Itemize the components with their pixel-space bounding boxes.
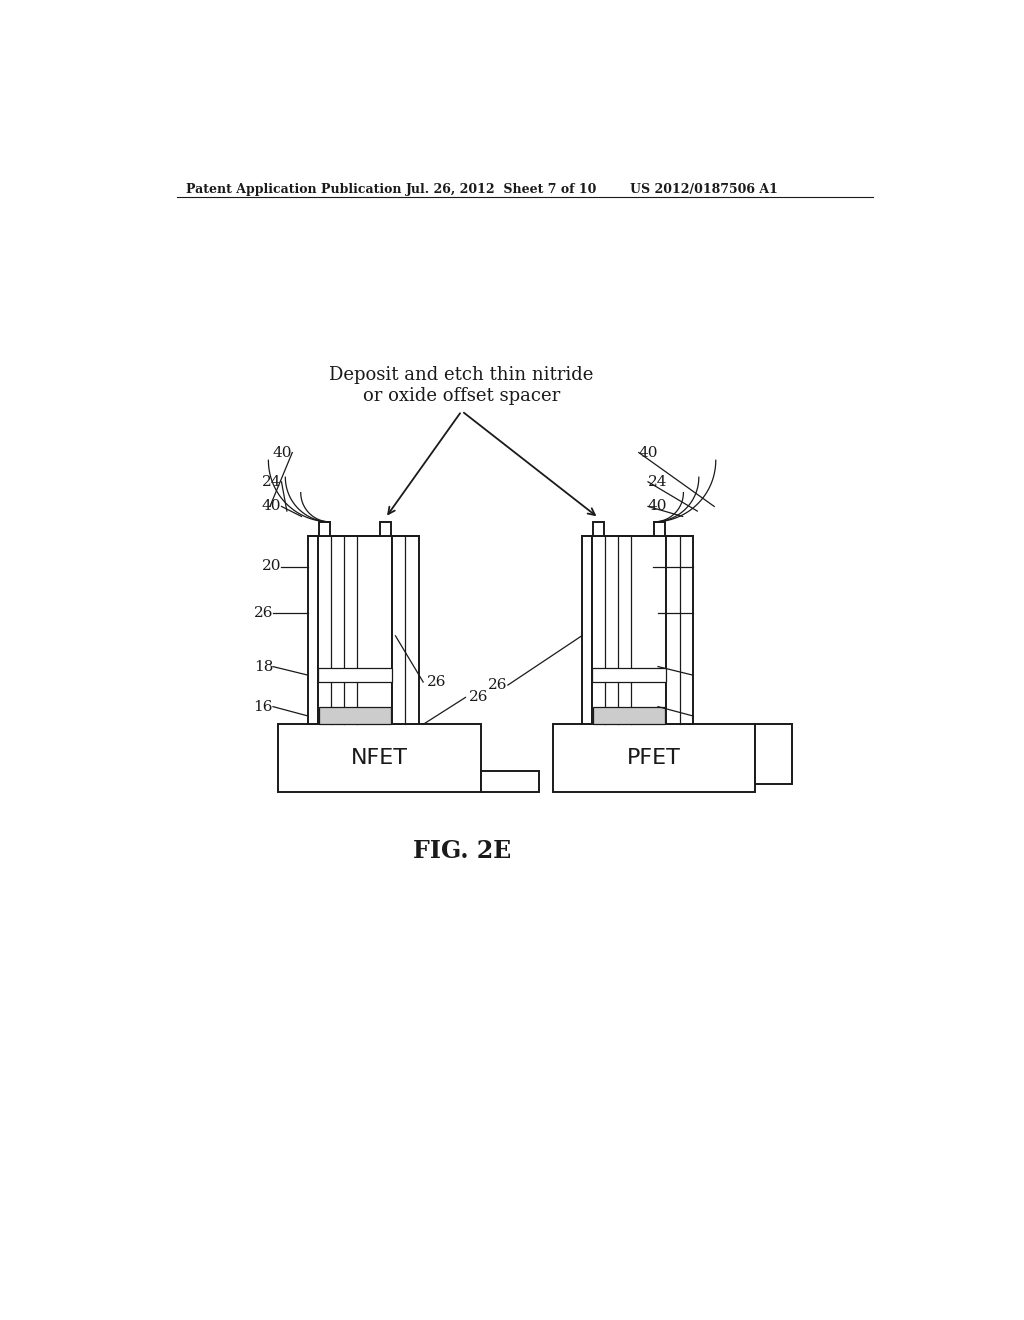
Text: 20: 20 <box>652 560 672 573</box>
Bar <box>319 521 330 536</box>
Bar <box>593 708 665 725</box>
Text: 26: 26 <box>658 606 678 619</box>
Bar <box>307 536 317 725</box>
Bar <box>582 536 592 725</box>
Text: PFET: PFET <box>627 748 681 768</box>
Text: 24: 24 <box>262 475 282 488</box>
Bar <box>481 771 539 792</box>
Bar <box>553 725 755 792</box>
Text: 16: 16 <box>254 700 273 714</box>
Text: 40: 40 <box>272 446 292 459</box>
Text: 20: 20 <box>262 560 282 573</box>
Bar <box>654 521 665 536</box>
Bar <box>592 668 667 682</box>
Text: 40: 40 <box>639 446 658 459</box>
Bar <box>319 708 391 725</box>
Text: Deposit and etch thin nitride
or oxide offset spacer: Deposit and etch thin nitride or oxide o… <box>330 366 594 405</box>
Bar <box>667 536 692 725</box>
Text: 18: 18 <box>658 660 678 673</box>
Text: FIG. 2E: FIG. 2E <box>413 840 511 863</box>
Text: 26: 26 <box>427 675 446 689</box>
Bar <box>392 536 419 725</box>
Text: Patent Application Publication: Patent Application Publication <box>186 183 401 197</box>
Text: US 2012/0187506 A1: US 2012/0187506 A1 <box>630 183 777 197</box>
Bar <box>593 521 604 536</box>
Text: 40: 40 <box>262 499 282 513</box>
Text: 26: 26 <box>469 690 488 705</box>
Bar <box>380 521 391 536</box>
Bar <box>317 536 392 725</box>
Bar <box>592 536 667 725</box>
Bar <box>755 725 792 784</box>
Text: 18: 18 <box>254 660 273 673</box>
Text: 24: 24 <box>648 475 668 488</box>
Bar <box>317 668 392 682</box>
Text: Jul. 26, 2012  Sheet 7 of 10: Jul. 26, 2012 Sheet 7 of 10 <box>407 183 598 197</box>
Text: 40: 40 <box>648 499 668 513</box>
Text: 26: 26 <box>254 606 273 619</box>
Text: 16: 16 <box>658 700 678 714</box>
Bar <box>279 725 481 792</box>
Text: 26: 26 <box>488 678 508 692</box>
Text: NFET: NFET <box>351 748 409 768</box>
